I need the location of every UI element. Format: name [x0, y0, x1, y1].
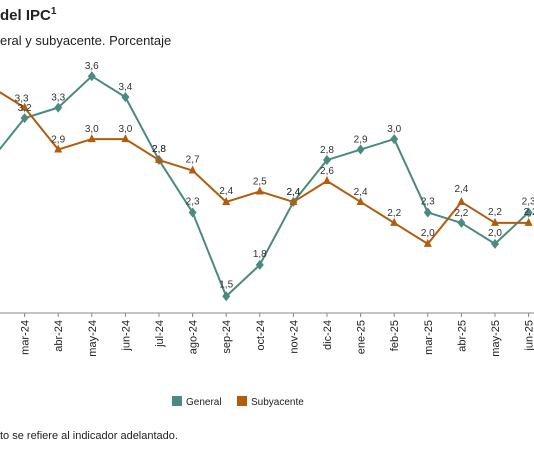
marker-general — [20, 113, 29, 124]
data-label-subyacente: 3,0 — [118, 124, 132, 135]
data-label-general: 1,8 — [253, 249, 267, 260]
data-label-general: 1,5 — [219, 279, 233, 290]
data-label-general: 2,2 — [454, 208, 468, 219]
marker-general — [87, 71, 96, 82]
x-tick-label: may-24 — [87, 320, 99, 357]
data-label-subyacente: 2,9 — [51, 135, 65, 146]
x-tick-label: jun-25 — [524, 320, 534, 352]
legend-label-subyacente: Subyacente — [251, 397, 304, 408]
marker-subyacente — [20, 102, 29, 111]
footnote: to se refiere al indicador adelantado. — [0, 430, 178, 442]
marker-subyacente — [289, 196, 298, 205]
marker-subyacente — [457, 196, 466, 205]
legend-swatch-general — [172, 396, 182, 406]
marker-general — [222, 291, 231, 302]
marker-subyacente — [87, 134, 96, 143]
x-tick-label: jun-24 — [120, 320, 132, 352]
series-markers — [20, 71, 533, 302]
data-label-subyacente: 2,4 — [354, 187, 368, 198]
marker-subyacente — [524, 217, 533, 226]
marker-subyacente — [121, 134, 130, 143]
marker-subyacente — [188, 165, 197, 174]
marker-general — [323, 155, 331, 166]
marker-subyacente — [356, 196, 365, 205]
x-tick-label: nov-24 — [288, 320, 300, 354]
data-label-subyacente: 2,5 — [253, 176, 267, 187]
data-label-general: 2,3 — [522, 196, 534, 207]
data-label-general: 3,6 — [85, 61, 99, 72]
data-label-general: 2,9 — [354, 135, 368, 146]
legend: General Subyacente — [172, 396, 304, 408]
marker-general — [457, 217, 466, 228]
x-tick-label: ago-24 — [188, 320, 200, 354]
data-label-general: 2,3 — [421, 196, 435, 207]
data-label-subyacente: 2,2 — [387, 208, 401, 219]
legend-swatch-subyacente — [237, 396, 247, 406]
marker-general — [54, 102, 63, 113]
legend-label-general: General — [186, 397, 222, 408]
marker-general — [121, 92, 130, 103]
x-axis — [0, 312, 534, 317]
marker-subyacente — [54, 144, 63, 153]
data-label-subyacente: 2,2 — [524, 207, 534, 218]
marker-general — [390, 134, 399, 145]
data-label-general: 2,8 — [320, 145, 334, 156]
marker-subyacente — [491, 217, 499, 226]
x-tick-label: dic-24 — [322, 320, 334, 350]
x-tick-label: feb-25 — [389, 320, 401, 351]
data-label-subyacente: 2,7 — [186, 155, 200, 166]
x-tick-label: abr-24 — [53, 320, 65, 352]
title-footnote-mark: 1 — [50, 6, 57, 17]
data-label-subyacente: 2,2 — [488, 207, 502, 218]
data-label-subyacente: 2,4 — [219, 186, 233, 197]
x-tick-label: mar-24 — [20, 320, 32, 355]
data-label-general: 2,8 — [152, 144, 166, 155]
data-label-subyacente: 2,6 — [320, 166, 334, 177]
marker-subyacente — [255, 186, 264, 195]
chart-title: del IPC1 — [0, 6, 57, 24]
marker-subyacente — [423, 238, 432, 247]
data-label-subyacente: 3,3 — [15, 94, 29, 105]
marker-subyacente — [390, 217, 399, 226]
x-tick-label: jul-24 — [154, 320, 166, 348]
data-label-general: 3,3 — [51, 93, 65, 104]
marker-general — [356, 144, 365, 155]
x-tick-label: sep-24 — [221, 320, 233, 354]
x-tick-label: oct-24 — [255, 320, 267, 351]
marker-general — [188, 207, 197, 218]
marker-general — [524, 207, 533, 218]
data-label-general: 2,4 — [286, 187, 300, 198]
data-label-subyacente: 2,8 — [152, 144, 166, 155]
data-labels: 3,23,33,63,42,82,31,51,82,42,82,93,02,32… — [15, 61, 534, 290]
x-tick-label: ene-25 — [356, 320, 368, 354]
marker-general — [255, 259, 264, 270]
data-label-subyacente: 2,0 — [421, 228, 435, 239]
series-line-subyacente — [0, 91, 529, 245]
marker-subyacente — [222, 196, 231, 205]
marker-general — [491, 238, 499, 249]
x-tick-label: mar-25 — [423, 320, 435, 355]
data-label-general: 3,0 — [387, 124, 401, 135]
data-label-subyacente: 2,4 — [454, 184, 468, 195]
marker-subyacente — [155, 155, 163, 164]
x-tick-labels: feb-24mar-24abr-24may-24jun-24jul-24ago-… — [20, 320, 534, 357]
data-label-general: 2,0 — [488, 228, 502, 239]
data-label-subyacente: 3,0 — [85, 124, 99, 135]
data-label-general: 3,2 — [18, 103, 32, 114]
data-label-subyacente: 2,4 — [286, 187, 300, 198]
marker-subyacente — [323, 176, 331, 184]
x-tick-label: abr-25 — [456, 320, 468, 352]
chart-subtitle: eral y subyacente. Porcentaje — [0, 33, 172, 48]
marker-general — [423, 207, 432, 218]
data-label-general: 2,3 — [186, 196, 200, 207]
x-tick-label: may-25 — [490, 320, 502, 357]
data-label-general: 3,4 — [118, 82, 132, 93]
